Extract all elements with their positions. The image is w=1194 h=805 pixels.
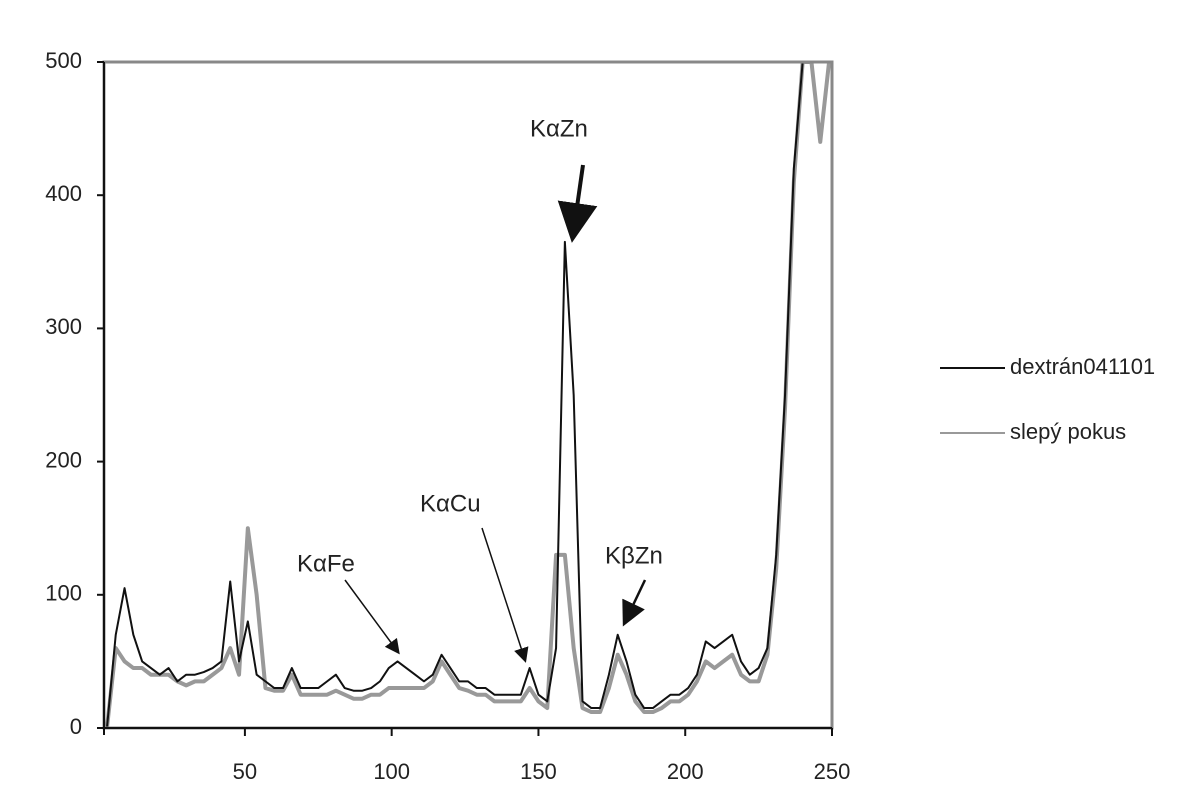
arrow [344,579,400,655]
annotation: KαZn [530,115,588,142]
annotation: KαCu [420,490,481,517]
series-line [105,62,830,728]
y-tick-label: 300 [45,314,82,339]
x-tick-label: 250 [814,759,851,784]
y-tick-label: 500 [45,48,82,73]
plot-frame [102,60,834,730]
arrow [557,164,598,243]
x-tick-label: 100 [373,759,410,784]
legend-label: slepý pokus [1010,419,1126,444]
x-tick-label: 150 [520,759,557,784]
annotation: KαFe [297,550,355,577]
plot-area [104,62,832,728]
series-line [104,62,832,728]
y-tick-label: 0 [70,714,82,739]
y-tick-label: 200 [45,447,82,472]
x-tick-label: 200 [667,759,704,784]
legend: dextrán041101 slepý pokus [940,354,1155,444]
annotation: KβZn [605,542,663,569]
legend-label: dextrán041101 [1010,354,1155,379]
arrow [622,579,647,627]
x-tick-label: 50 [233,759,257,784]
y-tick-label: 400 [45,181,82,206]
arrow [481,527,529,663]
y-tick-label: 100 [45,581,82,606]
